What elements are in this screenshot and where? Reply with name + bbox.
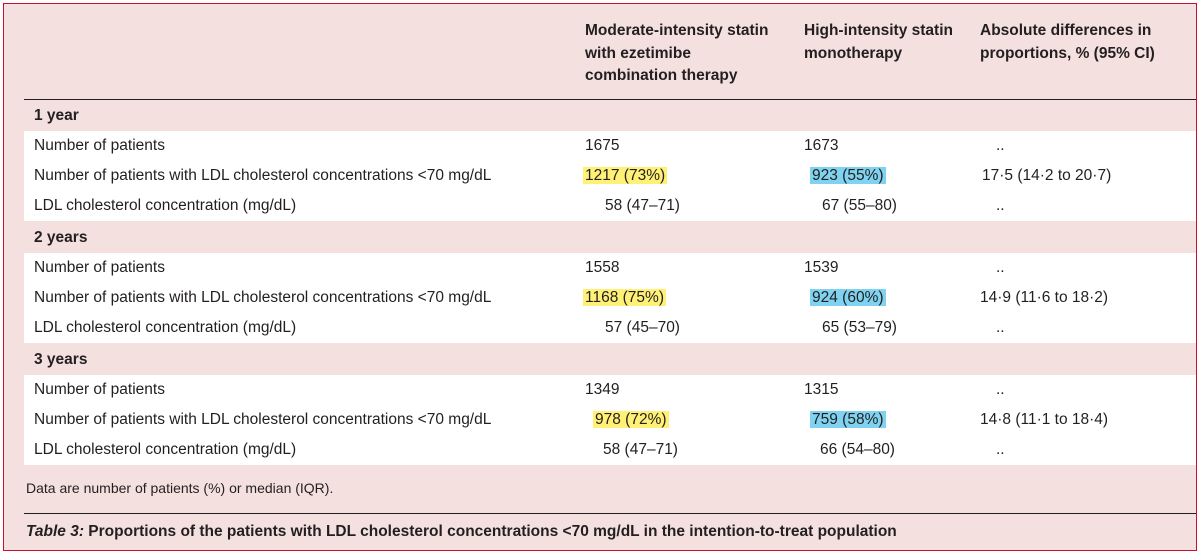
section-label: 3 years — [34, 351, 88, 368]
row-label: LDL cholesterol concentration (mg/dL) — [34, 441, 297, 458]
diff-value: 17·5 (14·2 to 20·7) — [982, 167, 1112, 184]
section-label: 2 years — [34, 229, 88, 246]
combo-value: 1349 — [585, 381, 620, 398]
diff-value: .. — [996, 441, 1005, 458]
row-label: LDL cholesterol concentration (mg/dL) — [34, 319, 297, 336]
column-header-monotherapy: High-intensity statin monotherapy — [804, 20, 953, 65]
header-line: Moderate-intensity statin — [585, 22, 769, 39]
diff-value: .. — [996, 381, 1005, 398]
section-2-years: 2 years — [24, 224, 1196, 252]
combo-value-highlighted: 1168 (75%) — [583, 289, 666, 306]
row-label: Number of patients with LDL cholesterol … — [34, 167, 492, 184]
diff-value: .. — [996, 197, 1005, 214]
table-row: Number of patients with LDL cholesterol … — [24, 283, 1196, 313]
mono-value-highlighted: 759 (58%) — [810, 411, 886, 428]
mono-value: 66 (54–80) — [820, 441, 895, 458]
diff-value: 14·8 (11·1 to 18·4) — [980, 411, 1109, 428]
combo-value: 1675 — [585, 137, 620, 154]
combo-value: 1558 — [585, 259, 620, 276]
table-row: Number of patients with LDL cholesterol … — [24, 161, 1196, 191]
caption-lead: Table 3: — [26, 523, 84, 540]
combo-value-highlighted: 978 (72%) — [593, 411, 669, 428]
combo-value: 57 (45–70) — [605, 319, 680, 336]
table-row: Number of patients 1675 1673 .. — [24, 131, 1196, 161]
column-header-difference: Absolute differences in proportions, % (… — [980, 20, 1155, 65]
caption-text: Proportions of the patients with LDL cho… — [84, 523, 897, 540]
row-label: Number of patients with LDL cholesterol … — [34, 289, 492, 306]
mono-value-highlighted: 923 (55%) — [810, 167, 886, 184]
header-line: Absolute differences in — [980, 22, 1152, 39]
mono-value: 67 (55–80) — [822, 197, 897, 214]
combo-value: 58 (47–71) — [603, 441, 678, 458]
caption-divider — [24, 513, 1196, 514]
header-line: combination therapy — [585, 67, 738, 84]
mono-value: 65 (53–79) — [822, 319, 897, 336]
diff-value: 14·9 (11·6 to 18·2) — [980, 289, 1109, 306]
header-divider — [24, 99, 1196, 100]
section-1-year: 1 year — [24, 102, 1196, 130]
header-line: High-intensity statin — [804, 22, 953, 39]
diff-value: .. — [996, 259, 1005, 276]
table-row: LDL cholesterol concentration (mg/dL) 58… — [24, 435, 1196, 465]
row-label: Number of patients — [34, 137, 165, 154]
mono-value: 1539 — [804, 259, 839, 276]
header-line: proportions, % (95% CI) — [980, 44, 1155, 62]
table-row: LDL cholesterol concentration (mg/dL) 58… — [24, 191, 1196, 221]
row-label: Number of patients with LDL cholesterol … — [34, 411, 492, 428]
row-label: LDL cholesterol concentration (mg/dL) — [34, 197, 297, 214]
section-label: 1 year — [34, 107, 79, 124]
diff-value: .. — [996, 319, 1005, 336]
section-3-years: 3 years — [24, 346, 1196, 374]
table-caption: Table 3: Proportions of the patients wit… — [26, 521, 897, 543]
table-row: Number of patients 1558 1539 .. — [24, 253, 1196, 283]
mono-value: 1673 — [804, 137, 839, 154]
row-label: Number of patients — [34, 381, 165, 398]
combo-value: 58 (47–71) — [605, 197, 680, 214]
table-row: LDL cholesterol concentration (mg/dL) 57… — [24, 313, 1196, 343]
mono-value-highlighted: 924 (60%) — [810, 289, 886, 306]
header-line: monotherapy — [804, 44, 903, 62]
table-row: Number of patients with LDL cholesterol … — [24, 405, 1196, 435]
header-line: with ezetimibe — [585, 44, 691, 62]
diff-value: .. — [996, 137, 1005, 154]
combo-value-highlighted: 1217 (73%) — [583, 167, 668, 184]
mono-value: 1315 — [804, 381, 839, 398]
table-row: Number of patients 1349 1315 .. — [24, 375, 1196, 405]
row-label: Number of patients — [34, 259, 165, 276]
column-header-combination: Moderate-intensity statin with ezetimibe… — [585, 20, 768, 88]
table-footnote: Data are number of patients (%) or media… — [26, 480, 334, 496]
